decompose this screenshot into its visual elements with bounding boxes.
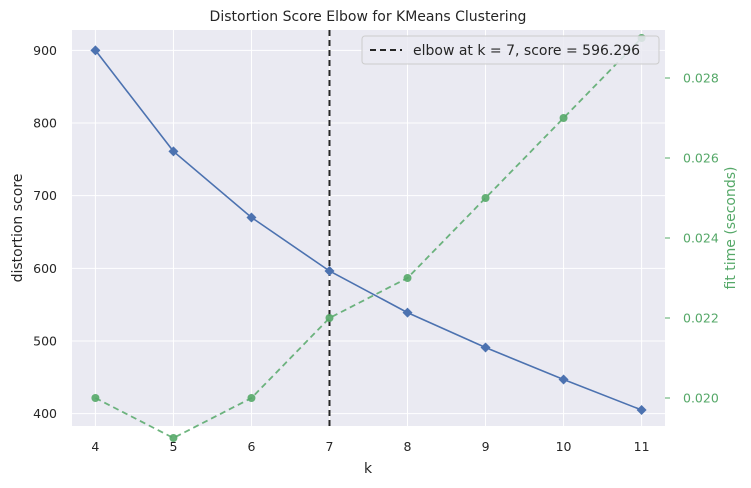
x-tick-label: 6 [247,439,255,454]
chart-title: Distortion Score Elbow for KMeans Cluste… [210,9,527,25]
x-axis-label: k [364,461,373,477]
y-tick-label: 800 [33,116,57,131]
fit-time-point [169,434,178,442]
y-tick-label: 900 [33,43,57,58]
x-tick-label: 7 [326,439,334,454]
fit-time-point [247,394,256,402]
distortion-point [324,266,335,277]
y2-tick-label: 0.026 [683,151,719,166]
legend-label: elbow at k = 7, score = 596.296 [413,43,640,59]
tick-labels: 4 5 6 7 8 9 10 11 400 500 600 700 800 900 0.020 0.022 0.… [33,43,719,454]
y-tick-label: 600 [33,261,57,276]
distortion-point [636,405,647,416]
x-tick-label: 9 [482,439,490,454]
fit-time-point [559,114,568,122]
distortion-point [168,146,179,157]
distortion-point [480,342,491,353]
x-tick-label: 8 [404,439,412,454]
legend-box [361,35,660,65]
series-layer [90,34,647,442]
y2-tick-label: 0.020 [683,391,719,406]
y2-axis-label: fit time (seconds) [723,167,739,290]
distortion-point [90,45,101,56]
x-tick-label: 11 [634,439,650,454]
y-tick-label: 500 [33,333,57,348]
fit-time-point [91,394,100,402]
fit-time-line [94,37,643,440]
x-tick-label: 4 [91,439,99,454]
distortion-point [246,212,257,223]
y2-tick-label: 0.028 [683,71,719,86]
y2-tick-label: 0.022 [683,311,719,326]
x-tick-label: 10 [556,439,572,454]
plot-background [72,30,665,426]
y-tick-label: 700 [33,188,57,203]
y2-tick-label: 0.024 [683,231,719,246]
fit-time-point [325,314,334,322]
distortion-point [558,374,569,385]
x-tick-label: 5 [169,439,177,454]
legend: elbow at k = 7, score = 596.296 [361,35,660,65]
distortion-line [94,49,642,411]
fit-time-point [481,194,490,202]
y-axis-label: distortion score [10,174,26,283]
fit-time-point [403,274,412,282]
distortion-point [402,307,413,318]
y-tick-label: 400 [33,406,57,421]
